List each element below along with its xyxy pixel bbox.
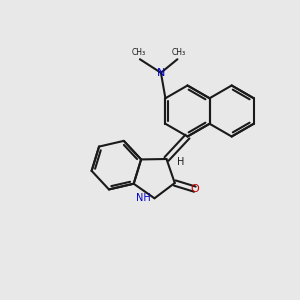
Text: NH: NH [136,193,151,203]
Text: CH₃: CH₃ [131,48,146,57]
Text: N: N [157,68,165,78]
Text: CH₃: CH₃ [172,48,186,57]
Text: O: O [190,184,199,194]
Text: H: H [177,157,184,167]
